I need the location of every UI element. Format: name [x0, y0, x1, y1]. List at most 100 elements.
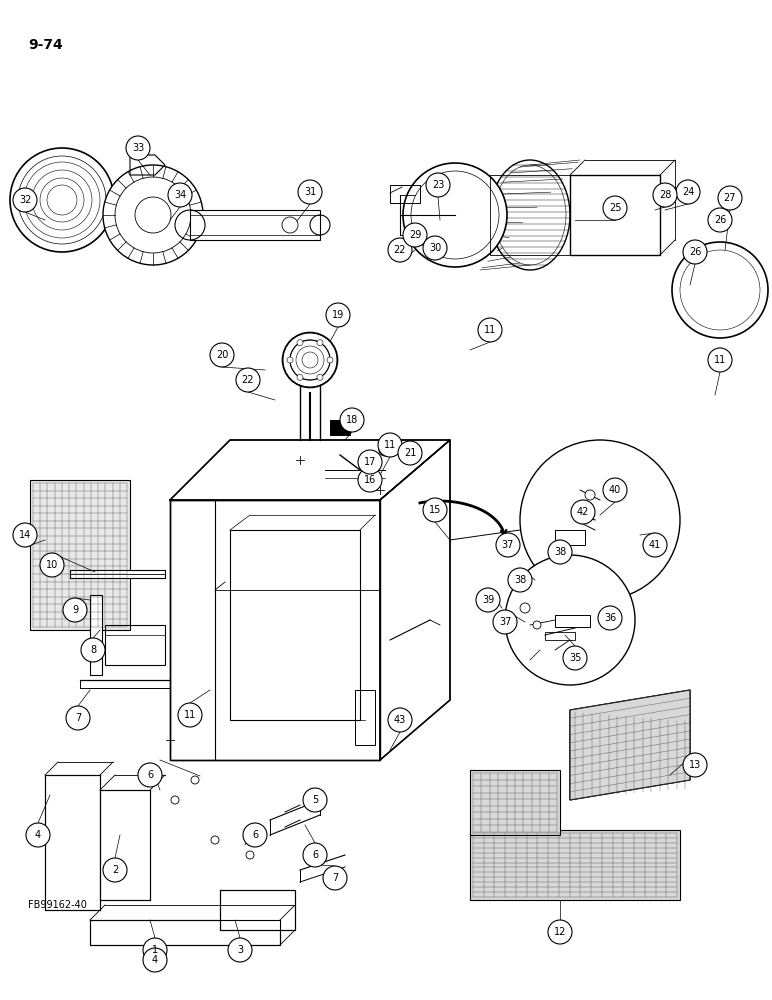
Polygon shape	[170, 500, 380, 760]
Text: 34: 34	[174, 190, 186, 200]
Circle shape	[243, 823, 267, 847]
Bar	[220, 890, 295, 930]
Bar	[330, 420, 350, 435]
Text: 32: 32	[19, 195, 31, 205]
Text: 26: 26	[714, 215, 726, 225]
Polygon shape	[470, 770, 560, 835]
Text: 28: 28	[659, 190, 671, 200]
Text: 8: 8	[90, 645, 96, 655]
Text: 3: 3	[237, 945, 243, 955]
Bar	[30, 480, 130, 630]
Bar	[355, 690, 375, 745]
Circle shape	[81, 638, 105, 662]
Text: 19: 19	[332, 310, 344, 320]
Circle shape	[493, 610, 517, 634]
Polygon shape	[470, 830, 680, 900]
Circle shape	[171, 796, 179, 804]
Polygon shape	[570, 690, 690, 800]
Circle shape	[168, 183, 192, 207]
Circle shape	[505, 555, 635, 685]
Text: 27: 27	[724, 193, 736, 203]
Bar	[390, 185, 420, 203]
Circle shape	[236, 368, 260, 392]
Text: 11: 11	[484, 325, 496, 335]
Text: 37: 37	[499, 617, 511, 627]
Circle shape	[426, 173, 450, 197]
Circle shape	[10, 148, 114, 252]
Circle shape	[403, 163, 507, 267]
Text: 41: 41	[649, 540, 661, 550]
Circle shape	[317, 340, 323, 346]
Circle shape	[388, 238, 412, 262]
Circle shape	[358, 450, 382, 474]
Circle shape	[103, 858, 127, 882]
Circle shape	[303, 843, 327, 867]
Text: 20: 20	[216, 350, 229, 360]
Text: 11: 11	[184, 710, 196, 720]
Circle shape	[683, 753, 707, 777]
Text: 24: 24	[682, 187, 694, 197]
Circle shape	[103, 165, 203, 265]
Circle shape	[326, 303, 350, 327]
Circle shape	[680, 250, 760, 330]
Circle shape	[115, 177, 191, 253]
Text: 33: 33	[132, 143, 144, 153]
Polygon shape	[45, 775, 100, 910]
Text: FB99162-40: FB99162-40	[28, 900, 87, 910]
Text: 7: 7	[332, 873, 338, 883]
Polygon shape	[170, 440, 450, 500]
Circle shape	[18, 156, 106, 244]
Circle shape	[297, 340, 303, 346]
Text: 6: 6	[252, 830, 258, 840]
Circle shape	[317, 374, 323, 380]
Circle shape	[191, 776, 199, 784]
Text: 23: 23	[432, 180, 444, 190]
Circle shape	[643, 533, 667, 557]
Bar	[230, 530, 360, 720]
Text: 18: 18	[346, 415, 358, 425]
Circle shape	[143, 948, 167, 972]
Circle shape	[340, 408, 364, 432]
Text: 11: 11	[384, 440, 396, 450]
Text: 1: 1	[152, 945, 158, 955]
Circle shape	[211, 836, 219, 844]
Circle shape	[40, 553, 64, 577]
Text: 42: 42	[577, 507, 589, 517]
Text: 14: 14	[19, 530, 31, 540]
Text: 2: 2	[112, 865, 118, 875]
Circle shape	[718, 186, 742, 210]
Ellipse shape	[283, 332, 337, 387]
Circle shape	[13, 188, 37, 212]
Circle shape	[388, 708, 412, 732]
Circle shape	[585, 490, 595, 500]
Circle shape	[403, 223, 427, 247]
Circle shape	[26, 823, 50, 847]
Circle shape	[478, 318, 502, 342]
Polygon shape	[100, 790, 150, 900]
Circle shape	[303, 788, 327, 812]
Text: 6: 6	[312, 850, 318, 860]
Bar	[555, 530, 585, 545]
Text: 12: 12	[554, 927, 566, 937]
Text: 40: 40	[609, 485, 621, 495]
Circle shape	[282, 217, 298, 233]
Circle shape	[676, 180, 700, 204]
Circle shape	[297, 374, 303, 380]
Text: 35: 35	[569, 653, 581, 663]
Circle shape	[520, 603, 530, 613]
Text: 25: 25	[609, 203, 621, 213]
Text: 13: 13	[689, 760, 701, 770]
Circle shape	[476, 588, 500, 612]
Circle shape	[143, 938, 167, 962]
Text: 7: 7	[75, 713, 81, 723]
Polygon shape	[380, 440, 450, 760]
Text: 39: 39	[482, 595, 494, 605]
Text: 36: 36	[604, 613, 616, 623]
Text: 5: 5	[312, 795, 318, 805]
Text: 16: 16	[364, 475, 376, 485]
Circle shape	[548, 920, 572, 944]
Bar	[90, 595, 102, 675]
Circle shape	[571, 500, 595, 524]
Circle shape	[379, 444, 391, 456]
Text: 38: 38	[514, 575, 527, 585]
